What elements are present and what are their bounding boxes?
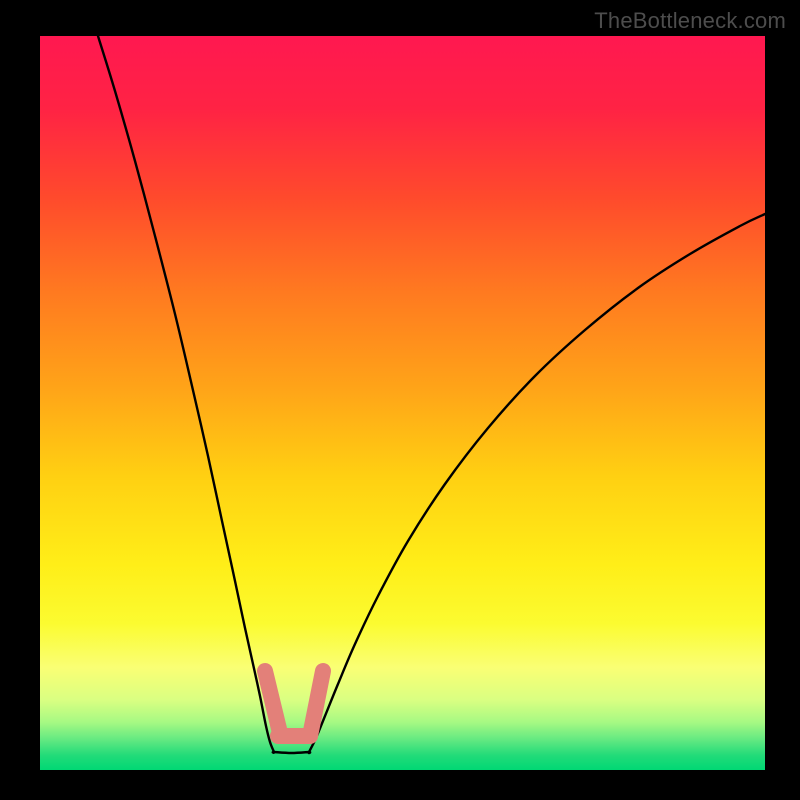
plot-area: [40, 36, 765, 770]
bottleneck-curve: [40, 36, 765, 770]
marker-segment: [265, 671, 280, 733]
curve-line: [98, 36, 765, 753]
watermark-text: TheBottleneck.com: [594, 8, 786, 34]
